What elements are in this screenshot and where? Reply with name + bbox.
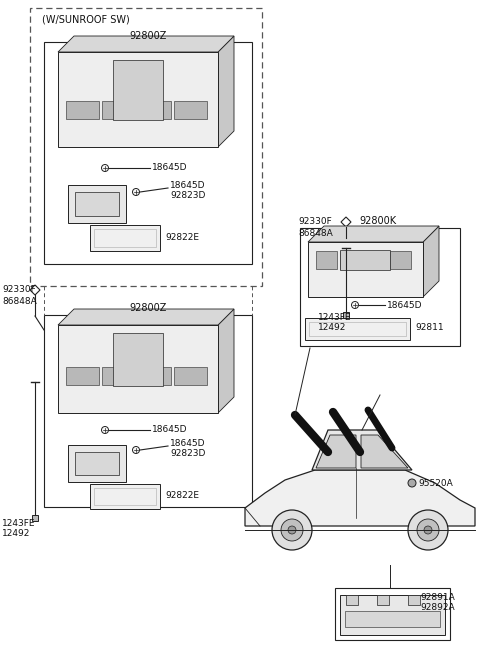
Text: 18645D: 18645D bbox=[152, 164, 188, 172]
Polygon shape bbox=[30, 285, 40, 295]
Text: 92800K: 92800K bbox=[360, 216, 396, 226]
Circle shape bbox=[132, 189, 140, 195]
Text: 18645D: 18645D bbox=[170, 438, 205, 447]
Bar bbox=[94, 488, 156, 505]
Text: 92811: 92811 bbox=[415, 324, 444, 333]
Bar bbox=[340, 250, 390, 270]
Circle shape bbox=[132, 447, 140, 453]
Bar bbox=[66, 367, 99, 385]
Bar bbox=[32, 515, 38, 521]
Polygon shape bbox=[308, 242, 423, 297]
Polygon shape bbox=[58, 52, 218, 147]
Bar bbox=[377, 595, 389, 605]
Text: 1243FE: 1243FE bbox=[2, 519, 36, 529]
Bar bbox=[138, 101, 171, 119]
Circle shape bbox=[408, 510, 448, 550]
Text: 86848A: 86848A bbox=[2, 297, 37, 305]
Circle shape bbox=[424, 526, 432, 534]
Bar bbox=[94, 229, 156, 247]
Bar bbox=[340, 251, 361, 269]
Bar bbox=[335, 588, 450, 640]
Text: 92800Z: 92800Z bbox=[129, 31, 167, 41]
Text: 92823D: 92823D bbox=[170, 191, 205, 200]
Bar bbox=[174, 101, 207, 119]
Text: 92330F: 92330F bbox=[2, 286, 36, 295]
Circle shape bbox=[288, 526, 296, 534]
Bar bbox=[365, 251, 386, 269]
Text: 18645D: 18645D bbox=[387, 301, 422, 310]
Bar bbox=[113, 333, 163, 386]
Bar bbox=[68, 445, 126, 482]
Bar bbox=[340, 595, 445, 635]
Text: 92822E: 92822E bbox=[165, 491, 199, 500]
Text: 18645D: 18645D bbox=[170, 181, 205, 189]
Circle shape bbox=[417, 519, 439, 541]
Bar bbox=[44, 315, 252, 507]
Text: 86848A: 86848A bbox=[298, 229, 333, 238]
Bar bbox=[113, 60, 163, 120]
Bar bbox=[90, 225, 160, 251]
Text: 92800Z: 92800Z bbox=[129, 303, 167, 313]
Bar bbox=[309, 322, 406, 336]
Polygon shape bbox=[312, 430, 412, 470]
Text: (W/SUNROOF SW): (W/SUNROOF SW) bbox=[42, 15, 130, 25]
Circle shape bbox=[351, 301, 359, 309]
Polygon shape bbox=[423, 226, 439, 297]
Bar bbox=[174, 367, 207, 385]
Bar bbox=[390, 251, 411, 269]
Bar bbox=[316, 251, 337, 269]
Bar bbox=[408, 595, 420, 605]
Text: 92891A: 92891A bbox=[420, 593, 455, 601]
Bar bbox=[346, 595, 358, 605]
Polygon shape bbox=[316, 435, 356, 468]
Bar bbox=[68, 185, 126, 223]
Text: 12492: 12492 bbox=[318, 324, 347, 333]
Text: 92330F: 92330F bbox=[298, 217, 332, 227]
Text: 18645D: 18645D bbox=[152, 426, 188, 434]
Bar bbox=[300, 228, 460, 346]
Bar bbox=[66, 101, 99, 119]
Circle shape bbox=[281, 519, 303, 541]
Circle shape bbox=[408, 479, 416, 487]
Bar bbox=[138, 367, 171, 385]
Polygon shape bbox=[58, 36, 234, 52]
Bar bbox=[345, 611, 440, 627]
Polygon shape bbox=[58, 325, 218, 413]
Circle shape bbox=[272, 510, 312, 550]
Polygon shape bbox=[341, 217, 351, 227]
Circle shape bbox=[101, 426, 108, 434]
Text: 12492: 12492 bbox=[2, 529, 30, 538]
Text: 92892A: 92892A bbox=[420, 603, 455, 612]
Polygon shape bbox=[218, 36, 234, 147]
Text: 92823D: 92823D bbox=[170, 449, 205, 457]
Text: 1243FE: 1243FE bbox=[318, 314, 351, 322]
Bar bbox=[75, 452, 119, 475]
Text: 92822E: 92822E bbox=[165, 233, 199, 242]
Text: 95520A: 95520A bbox=[418, 479, 453, 487]
Polygon shape bbox=[58, 309, 234, 325]
Bar bbox=[305, 318, 410, 340]
Bar bbox=[90, 484, 160, 509]
Polygon shape bbox=[308, 226, 439, 242]
Bar bbox=[343, 312, 349, 318]
Polygon shape bbox=[361, 435, 408, 468]
Circle shape bbox=[101, 164, 108, 172]
Bar bbox=[102, 367, 135, 385]
Bar bbox=[102, 101, 135, 119]
Bar bbox=[75, 192, 119, 216]
Bar bbox=[30, 8, 262, 286]
Polygon shape bbox=[245, 470, 475, 526]
Bar bbox=[44, 42, 252, 264]
Polygon shape bbox=[218, 309, 234, 413]
